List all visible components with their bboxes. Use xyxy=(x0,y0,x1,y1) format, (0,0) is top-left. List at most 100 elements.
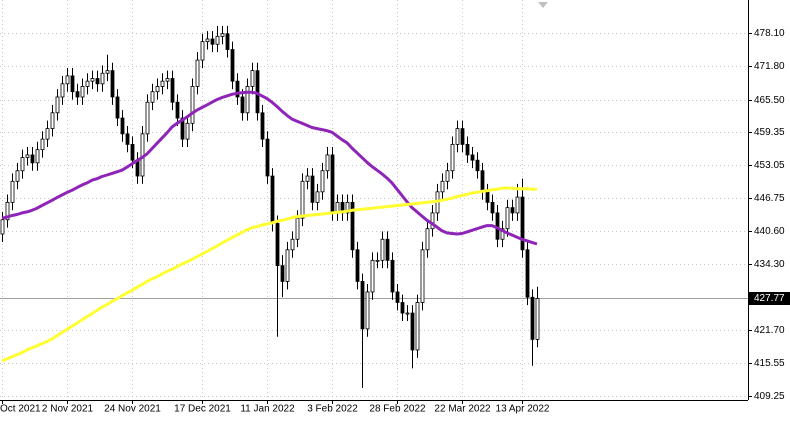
candle-body xyxy=(505,207,510,230)
candle-body xyxy=(530,296,535,340)
y-tick-label: 446.75 xyxy=(754,193,785,204)
y-tick-label: 459.35 xyxy=(754,127,785,138)
candle-body xyxy=(420,249,425,303)
last-price-label: 427.77 xyxy=(754,293,785,304)
candle-body xyxy=(60,83,65,98)
candle-body xyxy=(380,238,385,261)
chart-shift-marker xyxy=(538,2,548,8)
candle-body xyxy=(235,80,240,98)
candle-body xyxy=(535,298,540,340)
candle-body xyxy=(480,170,485,193)
candle-body xyxy=(270,175,275,224)
candle-body xyxy=(385,238,390,261)
candle-body xyxy=(115,96,120,119)
last-price-box xyxy=(749,292,790,305)
candle-body xyxy=(30,154,35,164)
candle-body xyxy=(205,38,210,43)
candle-body xyxy=(130,144,135,161)
axis-labels: 478.10 471.80 465.50 459.35 453.05 446.75 440.… xyxy=(0,28,790,415)
candle-body xyxy=(120,117,125,135)
candle-body xyxy=(145,101,150,135)
candle-body xyxy=(305,175,310,182)
x-tick-label: 3 Feb 2022 xyxy=(307,404,358,415)
candle-body xyxy=(450,144,455,172)
y-tick-label: 453.05 xyxy=(754,160,785,171)
x-tick-label: 17 Dec 2021 xyxy=(174,404,231,415)
candle-body xyxy=(100,72,105,85)
candle-body xyxy=(190,86,195,124)
candle-body xyxy=(510,207,515,214)
candle-body xyxy=(10,180,15,203)
candle-body xyxy=(325,154,330,172)
candle-body xyxy=(455,128,460,145)
x-tick-label: 24 Nov 2021 xyxy=(104,404,161,415)
candle-body xyxy=(0,219,5,235)
candle-body xyxy=(180,117,185,140)
plot-area xyxy=(0,25,540,388)
grid xyxy=(0,0,748,400)
candle-body xyxy=(425,228,430,251)
candle-body xyxy=(220,33,225,37)
candle-body xyxy=(5,201,10,221)
candle-body xyxy=(195,59,200,87)
candle-body xyxy=(170,78,175,103)
candle-body xyxy=(500,228,505,240)
candle-body xyxy=(350,201,355,251)
candle-body xyxy=(265,138,270,177)
candle-body xyxy=(410,312,415,351)
candle-body xyxy=(360,281,365,330)
candle-body xyxy=(75,91,80,98)
candle-body xyxy=(260,112,265,140)
x-tick-label: 13 Apr 2022 xyxy=(496,404,550,415)
moving-average-line xyxy=(1,90,538,246)
candle-body xyxy=(440,180,445,193)
candle-body xyxy=(35,149,40,164)
candle-body xyxy=(25,154,30,158)
x-tick-label: 22 Mar 2022 xyxy=(434,404,491,415)
moving-average-line xyxy=(1,186,537,363)
candle-body xyxy=(520,196,525,251)
candle-body xyxy=(430,212,435,230)
candle-body xyxy=(245,86,250,114)
candle-body xyxy=(225,33,230,50)
candle-body xyxy=(165,78,170,82)
y-tick-label: 415.55 xyxy=(754,358,785,369)
y-tick-label: 478.10 xyxy=(754,28,785,39)
candle-body xyxy=(70,75,75,93)
y-tick-label: 465.50 xyxy=(754,95,785,106)
candle-body xyxy=(465,144,470,156)
candle-body xyxy=(395,291,400,303)
candle-body xyxy=(290,238,295,251)
candle-body xyxy=(490,201,495,214)
candle-body xyxy=(215,35,220,45)
candle-body xyxy=(155,86,160,93)
candle-body xyxy=(295,217,300,240)
candle-body xyxy=(445,170,450,182)
candle-body xyxy=(330,154,335,214)
candle-body xyxy=(150,91,155,103)
candle-body xyxy=(80,86,85,98)
candle-body xyxy=(515,196,520,214)
candle-body xyxy=(315,191,320,203)
candle-body xyxy=(230,49,235,82)
candle-body xyxy=(485,191,490,203)
candle-body xyxy=(90,78,95,82)
candle-body xyxy=(275,223,280,267)
candle-body xyxy=(285,249,290,282)
candle-body xyxy=(40,138,45,151)
y-tick-label: 409.25 xyxy=(754,391,785,402)
candle-body xyxy=(345,201,350,214)
candle-body xyxy=(525,249,530,298)
candle-body xyxy=(365,291,370,330)
y-tick-label: 440.60 xyxy=(754,226,785,237)
candle-body xyxy=(460,128,465,145)
candle-body xyxy=(210,38,215,45)
y-tick-label: 471.80 xyxy=(754,61,785,72)
candle-body xyxy=(370,259,375,293)
x-tick-label: Oct 2021 xyxy=(0,404,41,415)
candle-body xyxy=(15,170,20,182)
x-tick-label: 2 Nov 2021 xyxy=(42,404,94,415)
candle-body xyxy=(405,312,410,315)
